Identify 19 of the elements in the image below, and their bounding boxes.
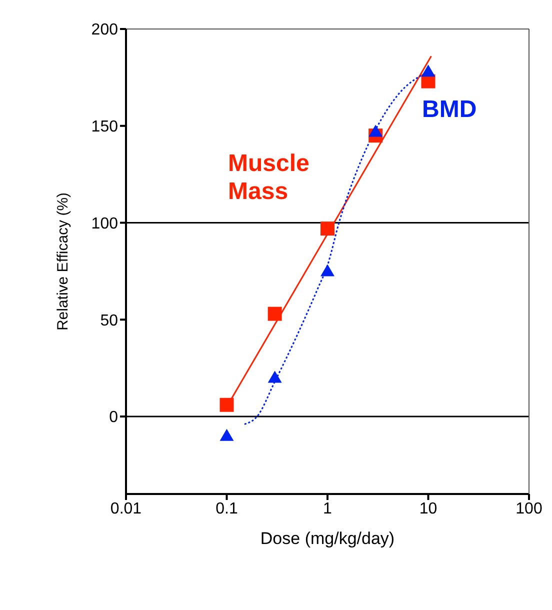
y-axis-title: Relative Efficacy (%) [54, 192, 72, 331]
series-label: Muscle Mass [228, 150, 310, 206]
x-axis-title: Dose (mg/kg/day) [260, 529, 395, 548]
y-tick-label: 50 [100, 312, 118, 330]
point [421, 64, 436, 77]
y-tick-label: 150 [91, 118, 118, 136]
point [220, 428, 234, 441]
x-tick-label: 0.01 [110, 500, 142, 518]
point [320, 264, 334, 276]
point [320, 222, 334, 236]
x-tick-label: 10 [419, 500, 438, 518]
y-tick-label: 0 [109, 409, 118, 426]
y-tick-label: 200 [91, 22, 118, 39]
series-label: BMD [422, 96, 478, 124]
point [220, 398, 234, 412]
x-tick-label: 0.1 [216, 500, 238, 518]
x-tick-label: 1 [323, 500, 332, 518]
y-tick-label: 100 [91, 215, 118, 232]
x-tick-label: 100 [516, 500, 542, 518]
